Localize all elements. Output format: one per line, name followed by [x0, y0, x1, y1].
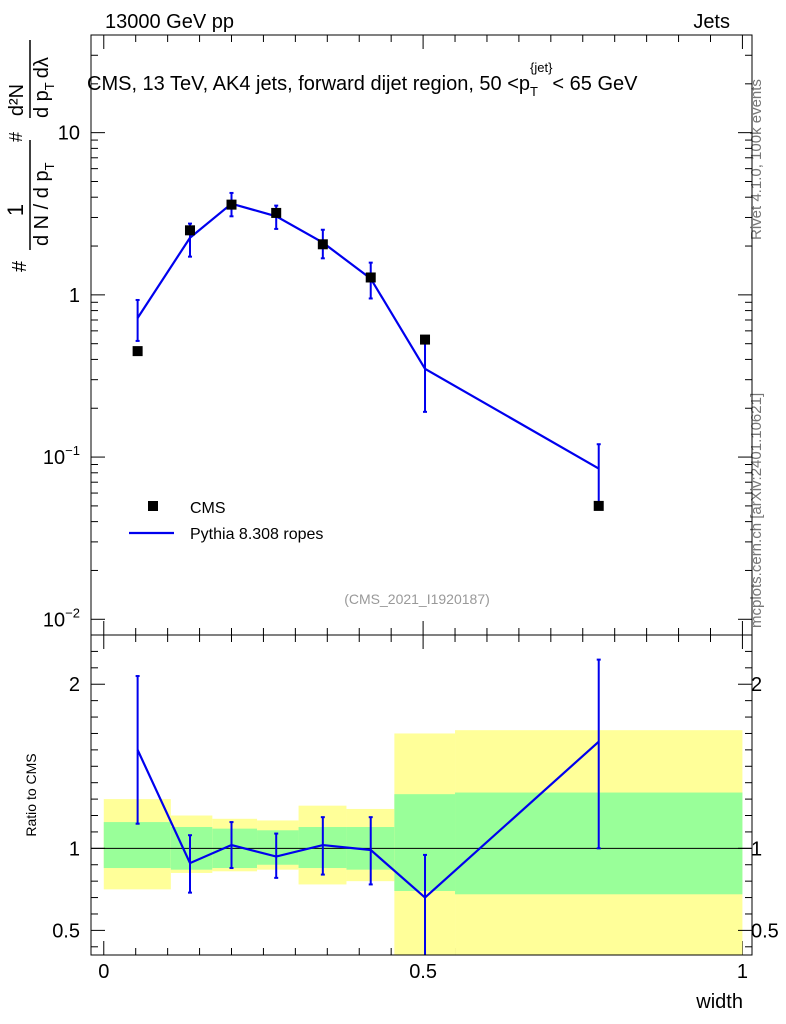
ratio-mc-line — [136, 740, 600, 900]
ratio-y-tick-label-right: 1 — [751, 838, 762, 860]
ratio-y-tick-label-right: 0.5 — [751, 920, 779, 942]
x-tick-label: 0.5 — [409, 961, 437, 983]
main-y-tick-label: 1 — [69, 285, 80, 307]
ratio-ylabel: Ratio to CMS — [23, 753, 39, 836]
legend-mc-label: Pythia 8.308 ropes — [190, 526, 323, 543]
ylabel-hash-left-top: # — [9, 260, 31, 272]
data-point — [271, 207, 282, 218]
ratio-marks — [135, 658, 601, 955]
ylabel-den-left-main: d N / d p — [31, 170, 53, 246]
ratio-y-tick-label: 2 — [69, 674, 80, 696]
x-axis-label: width — [695, 991, 743, 1013]
title-sub: T — [530, 84, 538, 99]
data-point — [226, 199, 237, 210]
y-axis-label: # 1 d N / d pT # d²N d pTdλ — [3, 40, 57, 272]
ylabel-den-left-sub: T — [42, 162, 57, 170]
main-y-tick-label-base: 10 — [43, 609, 65, 631]
title-sup: {jet} — [530, 60, 553, 75]
ratio-y-tick-labels: 0.5 0.5 1 1 2 2 — [52, 674, 779, 942]
data-point — [420, 334, 431, 345]
header-left: 13000 GeV pp — [105, 11, 234, 33]
ylabel-num-right: d²N — [6, 84, 28, 116]
data-point — [593, 500, 604, 511]
ylabel-den-left: d N / d pT — [31, 162, 57, 246]
main-y-tick-label: 10−2 — [43, 605, 80, 631]
ratio-band-inner — [257, 830, 299, 865]
side-label-bottom: mcplots.cern.ch [arXiv:2401.10621] — [748, 393, 765, 628]
ylabel-hash-right: # — [6, 132, 26, 142]
legend-data-marker — [148, 501, 158, 511]
main-y-tick-label: 10−1 — [43, 443, 80, 469]
title-post: < 65 GeV — [552, 73, 638, 95]
ylabel-num-left: 1 — [3, 204, 28, 216]
ylabel-den-right: d pTdλ — [31, 57, 57, 118]
side-label-top: Rivet 4.1.0, 100k events — [748, 79, 765, 240]
ylabel-den-right-tail: dλ — [31, 57, 53, 78]
legend-data-label: CMS — [190, 500, 226, 517]
ylabel-den-right-main: d p — [31, 90, 53, 118]
main-axis-ticks — [91, 34, 752, 955]
data-point — [365, 272, 376, 283]
header-right: Jets — [693, 11, 730, 33]
data-point — [132, 346, 143, 357]
chart-title: CMS, 13 TeV, AK4 jets, forward dijet reg… — [87, 60, 638, 99]
ratio-frame — [90, 634, 753, 956]
ratio-y-tick-label-right: 2 — [751, 674, 762, 696]
x-tick-labels: 0 0.5 1 — [98, 961, 748, 983]
main-marks — [132, 191, 604, 511]
x-tick-label: 0 — [98, 961, 109, 983]
title-pre: CMS, 13 TeV, AK4 jets, forward dijet reg… — [87, 73, 530, 95]
x-tick-label: 1 — [737, 961, 748, 983]
ratio-y-tick-label: 0.5 — [52, 920, 80, 942]
watermark: (CMS_2021_I1920187) — [344, 591, 490, 607]
legend: CMS Pythia 8.308 ropes — [129, 500, 323, 543]
ylabel-den-right-sub: T — [42, 82, 57, 90]
ratio-bands — [103, 730, 743, 955]
main-y-tick-label-exp: −1 — [65, 443, 80, 458]
ratio-band-inner — [103, 822, 171, 869]
main-y-tick-label: 10 — [58, 123, 80, 145]
ratio-y-tick-label: 1 — [69, 838, 80, 860]
data-point — [317, 239, 328, 250]
main-y-tick-label-base: 10 — [43, 447, 65, 469]
ratio-axis-ticks — [91, 650, 752, 948]
data-point — [184, 225, 195, 236]
ratio-panel: 0.5 0.51 12 2 0 0.5 1 — [52, 634, 779, 983]
main-y-tick-label-exp: −2 — [65, 605, 80, 620]
mc-line — [136, 202, 600, 470]
